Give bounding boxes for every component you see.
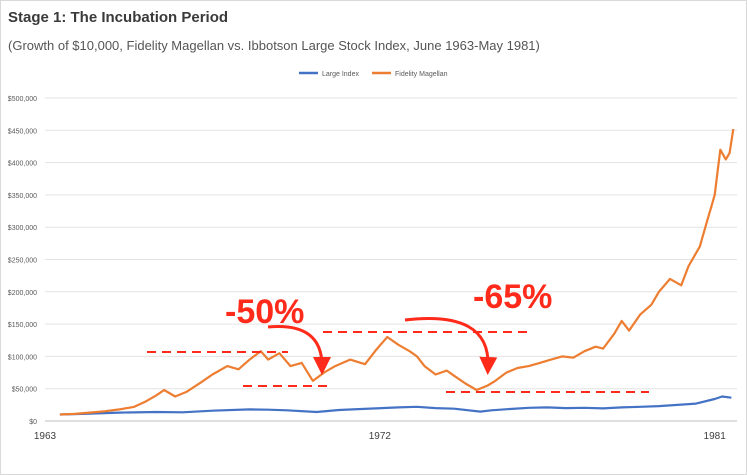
y-tick-label: $150,000	[8, 322, 37, 329]
y-tick-label: $0	[29, 419, 37, 426]
drawdown-arrow	[267, 324, 331, 375]
x-tick-label: 1981	[704, 431, 727, 442]
y-tick-label: $300,000	[8, 225, 37, 232]
drawdown-annotation: -65%	[473, 278, 552, 316]
x-tick-label: 1972	[369, 431, 392, 442]
chart-title: Stage 1: The Incubation Period	[8, 9, 229, 26]
legend-label: Fidelity Magellan	[395, 71, 448, 78]
series-line	[59, 395, 732, 416]
drawdown-annotation: -50%	[225, 293, 304, 331]
y-tick-label: $250,000	[8, 258, 37, 265]
drawdown-arrow	[404, 317, 498, 375]
y-tick-label: $200,000	[8, 290, 37, 297]
series-line	[59, 128, 735, 416]
y-tick-label: $500,000	[8, 96, 37, 103]
y-tick-label: $450,000	[8, 128, 37, 135]
x-tick-label: 1963	[34, 431, 57, 442]
chart-subtitle: (Growth of $10,000, Fidelity Magellan vs…	[8, 38, 540, 53]
y-tick-label: $50,000	[12, 387, 37, 394]
legend-label: Large Index	[322, 71, 359, 78]
y-tick-label: $100,000	[8, 354, 37, 361]
y-tick-label: $400,000	[8, 161, 37, 168]
y-tick-label: $350,000	[8, 193, 37, 200]
